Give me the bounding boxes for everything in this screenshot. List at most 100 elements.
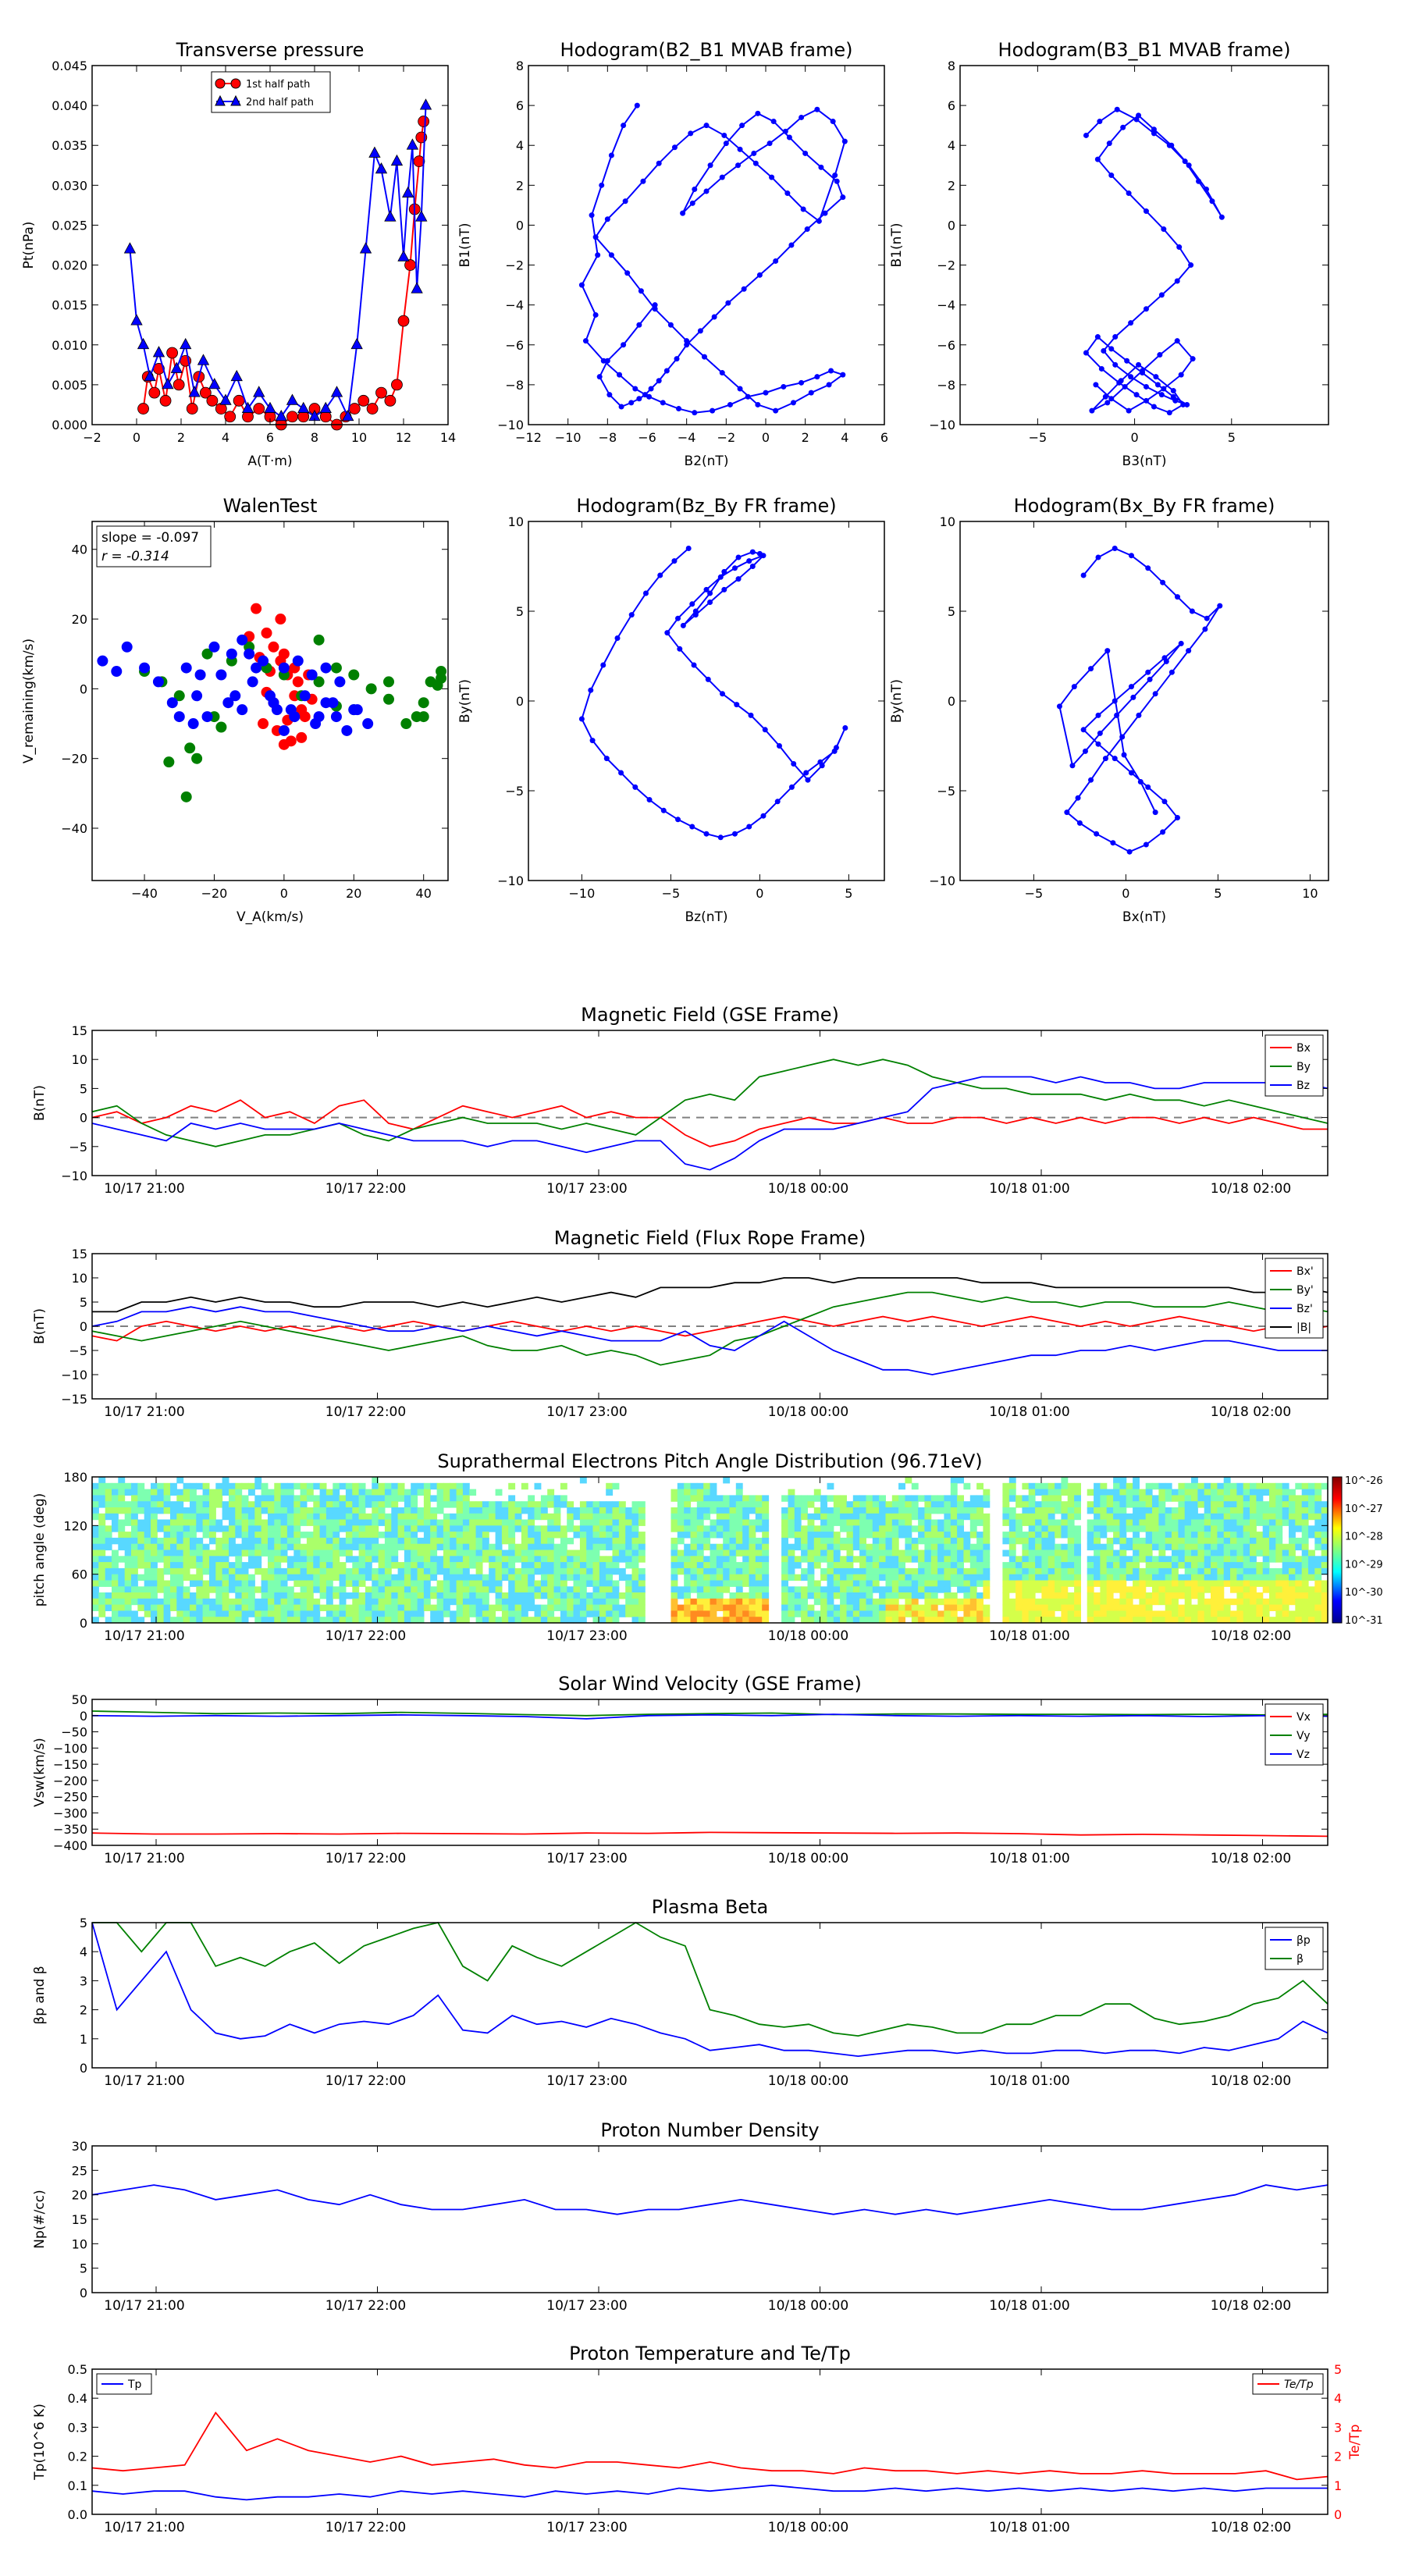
suprathermal-electrons-pad-cell <box>976 1482 984 1490</box>
transverse-pressure-series-0-point <box>375 386 387 399</box>
suprathermal-electrons-pad-cell <box>397 1562 405 1569</box>
solar-wind-velocity-xtick-label: 10/17 23:00 <box>546 1851 627 1866</box>
suprathermal-electrons-pad-cell <box>1106 1543 1114 1551</box>
magnetic-field-gse-xtick-label: 10/18 02:00 <box>1211 1181 1291 1197</box>
suprathermal-electrons-pad-cell <box>495 1562 503 1569</box>
suprathermal-electrons-pad-cell <box>1008 1617 1016 1624</box>
suprathermal-electrons-pad-cell <box>268 1543 275 1551</box>
suprathermal-electrons-pad-cell <box>1133 1580 1140 1587</box>
suprathermal-electrons-pad-cell <box>98 1574 106 1582</box>
suprathermal-electrons-pad-cell <box>183 1495 190 1502</box>
suprathermal-electrons-pad-cell <box>866 1519 873 1526</box>
proton-number-density-xtick-label: 10/18 00:00 <box>768 2298 848 2314</box>
walen-test-series-2-point <box>139 662 151 674</box>
suprathermal-electrons-pad-cell <box>1133 1592 1140 1599</box>
transverse-pressure-series-1-point <box>390 154 404 166</box>
suprathermal-electrons-pad-cell <box>1113 1617 1120 1624</box>
suprathermal-electrons-pad-cell <box>1289 1617 1296 1624</box>
suprathermal-electrons-pad-cell <box>508 1617 516 1624</box>
suprathermal-electrons-pad-cell <box>1002 1489 1010 1496</box>
suprathermal-electrons-pad-cell <box>1145 1574 1153 1582</box>
suprathermal-electrons-pad-cell <box>755 1513 763 1521</box>
suprathermal-electrons-pad-cell <box>794 1543 802 1551</box>
suprathermal-electrons-pad-cell <box>450 1567 457 1575</box>
hodogram-bx-by-series-point <box>1143 841 1149 848</box>
hodogram-b2-b1-series-point <box>680 210 686 216</box>
suprathermal-electrons-pad-cell <box>1022 1537 1030 1545</box>
suprathermal-electrons-pad-cell <box>98 1610 106 1617</box>
suprathermal-electrons-pad-cell <box>859 1567 866 1575</box>
suprathermal-electrons-pad-cell <box>345 1580 353 1587</box>
suprathermal-electrons-pad-cell <box>866 1513 873 1521</box>
suprathermal-electrons-pad-cell <box>879 1592 886 1599</box>
suprathermal-electrons-pad-cell <box>1061 1519 1069 1526</box>
suprathermal-electrons-pad-cell <box>1211 1507 1218 1514</box>
hodogram-b3-b1-chart: Hodogram(B3_B1 MVAB frame)−5 0 5−10−8−6−4−… <box>889 39 1329 469</box>
hodogram-bz-by-series-point <box>731 831 738 837</box>
hodogram-bz-by-series-point <box>707 590 713 596</box>
suprathermal-electrons-pad-cell <box>378 1519 386 1526</box>
suprathermal-electrons-pad-cell <box>813 1543 821 1551</box>
suprathermal-electrons-pad-cell <box>547 1556 555 1563</box>
suprathermal-electrons-pad-cell <box>866 1610 873 1617</box>
suprathermal-electrons-pad-cell <box>1314 1532 1322 1539</box>
suprathermal-electrons-pad-cell <box>1289 1501 1296 1508</box>
suprathermal-electrons-pad-cell <box>170 1507 177 1514</box>
suprathermal-electrons-pad-cell <box>1308 1482 1315 1490</box>
suprathermal-electrons-pad-cell <box>489 1501 496 1508</box>
suprathermal-electrons-pad-cell <box>528 1525 535 1532</box>
suprathermal-electrons-pad-cell <box>241 1537 249 1545</box>
plasma-beta-xtick-label: 10/18 00:00 <box>768 2073 848 2089</box>
suprathermal-electrons-pad-cell <box>274 1507 282 1514</box>
suprathermal-electrons-pad-cell <box>788 1592 795 1599</box>
suprathermal-electrons-pad-cell <box>781 1507 788 1514</box>
suprathermal-electrons-pad-cell <box>1282 1562 1289 1569</box>
hodogram-b2-b1-series-point <box>652 302 658 308</box>
suprathermal-electrons-pad-cell <box>462 1495 470 1502</box>
suprathermal-electrons-pad-cell <box>261 1519 269 1526</box>
suprathermal-electrons-pad-cell <box>202 1556 210 1563</box>
suprathermal-electrons-pad-cell <box>762 1586 770 1593</box>
suprathermal-electrons-pad-cell <box>534 1537 542 1545</box>
magnetic-field-fr-ytick-label: −10 <box>61 1368 87 1382</box>
suprathermal-electrons-pad-cell <box>1022 1580 1030 1587</box>
suprathermal-electrons-pad-cell <box>710 1556 717 1563</box>
suprathermal-electrons-pad-cell <box>716 1617 724 1624</box>
suprathermal-electrons-pad-cell <box>670 1507 678 1514</box>
suprathermal-electrons-pad-cell <box>170 1489 177 1496</box>
suprathermal-electrons-pad-cell <box>157 1550 165 1557</box>
proton-temperature-ytick-label: 0.0 <box>68 2507 87 2522</box>
suprathermal-electrons-pad-cell <box>1230 1567 1237 1575</box>
suprathermal-electrons-pad-cell <box>1158 1580 1166 1587</box>
suprathermal-electrons-pad-cell <box>1230 1513 1237 1521</box>
suprathermal-electrons-pad-cell <box>579 1586 587 1593</box>
suprathermal-electrons-pad-cell <box>891 1617 899 1624</box>
suprathermal-electrons-pad-cell <box>1223 1501 1231 1508</box>
suprathermal-electrons-pad-cell <box>528 1513 535 1521</box>
suprathermal-electrons-pad-cell <box>508 1501 516 1508</box>
suprathermal-electrons-pad-cell <box>1087 1562 1094 1569</box>
suprathermal-electrons-pad-cell <box>1262 1519 1270 1526</box>
suprathermal-electrons-pad-cell <box>124 1501 132 1508</box>
hodogram-b2-b1-series-point <box>660 400 666 406</box>
suprathermal-electrons-pad-cell <box>560 1574 567 1582</box>
suprathermal-electrons-pad-cell <box>1094 1550 1101 1557</box>
suprathermal-electrons-pad-cell <box>1197 1567 1205 1575</box>
suprathermal-electrons-pad-cell <box>1230 1501 1237 1508</box>
suprathermal-electrons-pad-cell <box>612 1513 620 1521</box>
suprathermal-electrons-pad-cell <box>313 1525 321 1532</box>
suprathermal-electrons-pad-xtick-label: 10/17 23:00 <box>546 1628 627 1644</box>
suprathermal-electrons-pad-cell <box>1289 1556 1296 1563</box>
suprathermal-electrons-pad-cell <box>1106 1617 1114 1624</box>
suprathermal-electrons-pad-cell <box>1048 1550 1055 1557</box>
suprathermal-electrons-pad-cell <box>469 1532 477 1539</box>
suprathermal-electrons-pad-cell <box>176 1598 184 1606</box>
suprathermal-electrons-pad-cell <box>286 1501 294 1508</box>
suprathermal-electrons-pad-cell <box>1067 1543 1075 1551</box>
suprathermal-electrons-pad-cell <box>1022 1586 1030 1593</box>
suprathermal-electrons-pad-cell <box>501 1604 509 1611</box>
suprathermal-electrons-pad-cell <box>489 1519 496 1526</box>
suprathermal-electrons-pad-cell <box>969 1501 977 1508</box>
suprathermal-electrons-pad-cell <box>417 1610 425 1617</box>
suprathermal-electrons-pad-cell <box>430 1543 438 1551</box>
